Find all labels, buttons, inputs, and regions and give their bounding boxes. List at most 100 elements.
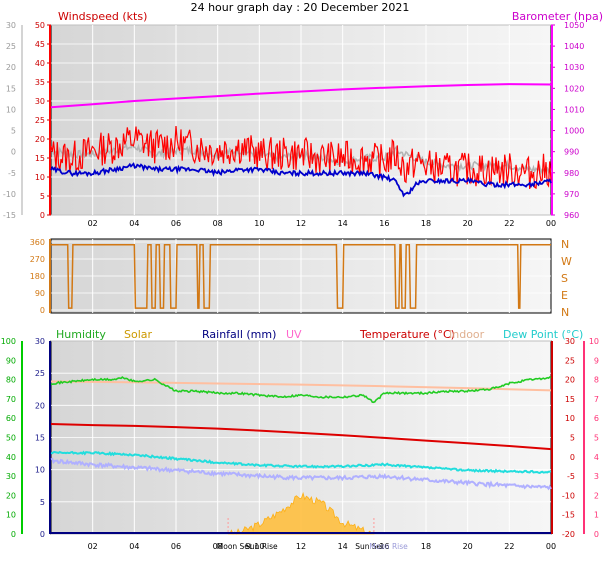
temp-x-tick-label: 18: [421, 542, 431, 551]
wind-tick-label: 0: [40, 211, 45, 220]
wind-tick-label: 30: [35, 97, 45, 106]
legend-temperature: Temperature (°C): [359, 328, 455, 341]
windspeed-axis-label: Windspeed (kts): [58, 10, 147, 23]
wind-x-tick-label: 08: [213, 219, 223, 228]
rain-tick-label: 10: [35, 466, 45, 475]
temp-x-tick-label: 16: [379, 542, 389, 551]
temp-x-tick-label: 04: [129, 542, 139, 551]
dir-compass-label: W: [561, 255, 572, 268]
temp-tick-label: -15: [562, 511, 575, 520]
astro-annotation: Sun Rise: [245, 542, 278, 551]
uv-tick-label: 5: [594, 434, 599, 443]
dew-point-line: [50, 450, 552, 474]
wind-outer-tick-label: 25: [6, 42, 16, 51]
dir-tick-label: 0: [40, 306, 45, 315]
baro-tick-label: 960: [564, 211, 579, 220]
temp-x-tick-label: 00: [546, 542, 556, 551]
dir-tick-label: 180: [30, 272, 45, 281]
wind-outer-tick-label: -5: [8, 169, 16, 178]
dir-compass-label: N: [561, 238, 569, 251]
uv-tick-label: 6: [594, 414, 599, 423]
humidity-tick-label: 30: [6, 472, 16, 481]
legend-solar: Solar: [124, 328, 153, 341]
wind-avg-line: [50, 162, 552, 198]
temp-x-tick-label: 12: [296, 542, 306, 551]
feels-like-line: [50, 457, 552, 491]
humidity-tick-label: 80: [6, 376, 16, 385]
wind-tick-label: 35: [35, 78, 45, 87]
temp-x-tick-label: 22: [504, 542, 514, 551]
wind-x-tick-label: 20: [463, 219, 473, 228]
humidity-tick-label: 90: [6, 356, 16, 365]
chart-marks: 05101520253035404550-15-10-5051015202530…: [1, 21, 599, 551]
dir-tick-label: 360: [30, 238, 45, 247]
baro-tick-label: 1010: [564, 105, 584, 114]
wind-x-tick-label: 18: [421, 219, 431, 228]
temp-tick-label: -20: [562, 530, 575, 539]
uv-tick-label: 4: [594, 453, 599, 462]
baro-tick-label: 1000: [564, 127, 584, 136]
legend-rainfall: Rainfall (mm): [202, 328, 276, 341]
humidity-tick-label: 10: [6, 511, 16, 520]
wind-x-tick-label: 10: [254, 219, 264, 228]
uv-tick-label: 10: [589, 337, 599, 346]
wind-tick-label: 20: [35, 135, 45, 144]
legend-uv: UV: [286, 328, 302, 341]
baro-tick-label: 970: [564, 190, 579, 199]
rain-tick-label: 15: [35, 434, 45, 443]
rain-tick-label: 0: [40, 530, 45, 539]
dir-compass-label: N: [561, 306, 569, 319]
baro-tick-label: 1030: [564, 63, 584, 72]
temp-x-tick-label: 06: [171, 542, 181, 551]
rain-tick-label: 20: [35, 401, 45, 410]
indoor-temp-line: [50, 380, 552, 392]
humidity-tick-label: 20: [6, 491, 16, 500]
astro-annotation: Moon Set: [217, 542, 252, 551]
dir-tick-label: 270: [30, 255, 45, 264]
temperature-line: [50, 423, 552, 451]
uv-tick-label: 3: [594, 472, 599, 481]
wind-outer-tick-label: 0: [11, 148, 16, 157]
solar-area: [228, 491, 375, 535]
uv-tick-label: 9: [594, 356, 599, 365]
humidity-tick-label: 40: [6, 453, 16, 462]
wind-tick-label: 40: [35, 59, 45, 68]
humidity-tick-label: 70: [6, 395, 16, 404]
uv-tick-label: 7: [594, 395, 599, 404]
uv-tick-label: 0: [594, 530, 599, 539]
baro-tick-label: 990: [564, 148, 579, 157]
temp-tick-label: -10: [562, 491, 575, 500]
wind-x-tick-label: 04: [129, 219, 139, 228]
rain-tick-label: 25: [35, 369, 45, 378]
wind-x-tick-label: 00: [546, 219, 556, 228]
wind-tick-label: 50: [35, 21, 45, 30]
wind-outer-tick-label: 15: [6, 84, 16, 93]
legend-dew-point: Dew Point (°C): [503, 328, 583, 341]
legend-indoor: Indoor: [449, 328, 485, 341]
humidity-tick-label: 50: [6, 434, 16, 443]
humidity-tick-label: 0: [11, 530, 16, 539]
temp-x-tick-label: 14: [338, 542, 348, 551]
wind-x-tick-label: 12: [296, 219, 306, 228]
wind-x-tick-label: 16: [379, 219, 389, 228]
uv-tick-label: 8: [594, 376, 599, 385]
baro-tick-label: 1020: [564, 84, 584, 93]
wind-x-tick-label: 02: [88, 219, 98, 228]
humidity-line: [50, 376, 552, 404]
astro-annotation: Moon Rise: [369, 542, 408, 551]
dir-compass-label: E: [561, 289, 568, 302]
temp-tick-label: 30: [565, 337, 575, 346]
temp-x-tick-label: 10: [254, 542, 264, 551]
temp-tick-label: 0: [570, 453, 575, 462]
legend-humidity: Humidity: [56, 328, 106, 341]
baro-tick-label: 1040: [564, 42, 584, 51]
wind-direction-line: [51, 244, 551, 309]
wind-tick-label: 10: [35, 173, 45, 182]
wind-tick-label: 15: [35, 154, 45, 163]
baro-tick-label: 980: [564, 169, 579, 178]
temp-tick-label: 15: [565, 395, 575, 404]
temp-tick-label: -5: [567, 472, 575, 481]
humidity-tick-label: 60: [6, 414, 16, 423]
temp-x-tick-label: 02: [88, 542, 98, 551]
